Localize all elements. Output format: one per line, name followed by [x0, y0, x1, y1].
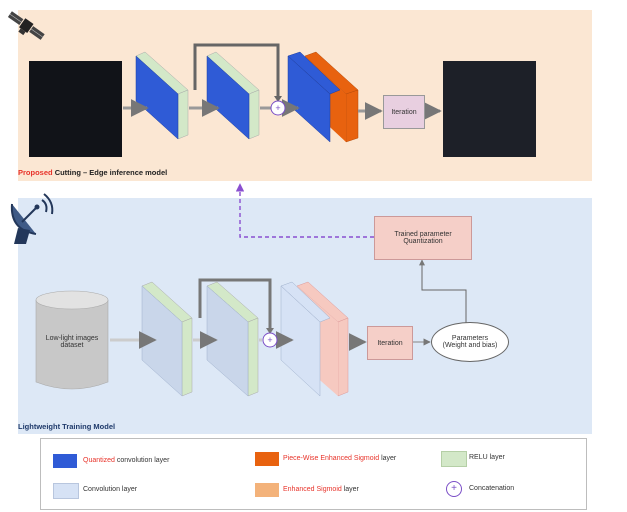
- title-rest: Cutting – Edge inference model: [54, 168, 168, 177]
- iteration-label-top: Iteration: [391, 108, 417, 116]
- quantized-conv-block-1: [135, 51, 189, 140]
- quantization-label: Trained parameter Quantization: [394, 231, 452, 245]
- conv-block-1: [141, 281, 193, 397]
- parameters-ellipse: Parameters (Weight and bias): [431, 322, 509, 362]
- legend-swatch-relu: [441, 451, 467, 467]
- legend-item-convolution: Convolution layer: [83, 486, 138, 493]
- iteration-label-bottom: Iteration: [377, 339, 403, 347]
- legend-item-enhanced: Enhanced Sigmoid layer: [283, 486, 359, 493]
- legend-swatch-piecewise: [255, 452, 279, 466]
- low-light-input-image: [29, 61, 122, 157]
- quantized-conv-sigmoid-block: [287, 51, 359, 143]
- legend-item-concatenation: Concatenation: [469, 485, 515, 492]
- quantized-conv-block-2: [206, 51, 260, 140]
- svg-text:+: +: [275, 103, 280, 113]
- legend-quantized-rest: convolution layer: [116, 457, 170, 464]
- legend-swatch-convolution: [53, 483, 79, 499]
- inference-model-title: Proposed Cutting – Edge inference model: [18, 168, 167, 177]
- conv-sigmoid-block: [280, 281, 349, 397]
- training-model-title: Lightweight Training Model: [18, 422, 116, 431]
- iteration-box-bottom: Iteration: [367, 326, 413, 360]
- legend-enhanced-highlight: Enhanced Sigmoid: [283, 486, 342, 493]
- satellite-dish-icon: [6, 190, 58, 251]
- legend-piecewise-rest: layer: [381, 455, 397, 462]
- legend-item-piecewise: Piece-Wise Enhanced Sigmoid layer: [283, 455, 396, 462]
- concatenation-icon: +: [446, 481, 462, 497]
- svg-text:+: +: [267, 335, 272, 345]
- dataset-label: Low-light images dataset: [45, 335, 99, 349]
- legend-swatch-enhanced: [255, 483, 279, 497]
- legend: Quantized convolution layer Convolution …: [40, 438, 587, 510]
- legend-swatch-quantized: [53, 454, 77, 468]
- legend-item-quantized: Quantized convolution layer: [83, 457, 169, 464]
- legend-item-relu: RELU layer: [469, 454, 505, 461]
- legend-enhanced-rest: layer: [343, 486, 359, 493]
- iteration-box-top: Iteration: [383, 95, 425, 129]
- title-highlight: Proposed: [18, 168, 53, 177]
- legend-quantized-highlight: Quantized: [83, 457, 115, 464]
- conv-block-2: [206, 281, 259, 397]
- dataset-cylinder: [35, 290, 109, 390]
- quantization-box: Trained parameter Quantization: [374, 216, 472, 260]
- parameters-label: Parameters (Weight and bias): [442, 335, 498, 349]
- enhanced-output-image: [443, 61, 536, 157]
- legend-piecewise-highlight: Piece-Wise Enhanced Sigmoid: [283, 455, 380, 462]
- satellite-icon: [4, 6, 48, 51]
